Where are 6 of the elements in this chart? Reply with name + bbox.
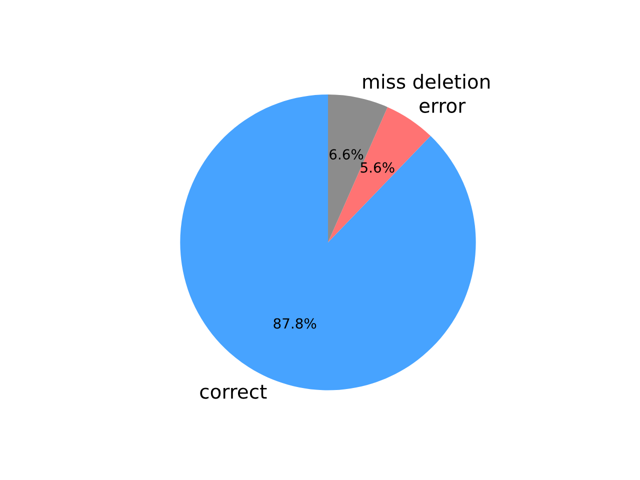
data-label: 6.6% <box>330 149 364 160</box>
slice-label: miss deletion <box>363 74 490 89</box>
data-label: 87.8% <box>274 318 316 329</box>
data-label: 5.6% <box>360 162 394 173</box>
slice-label: correct <box>200 384 267 399</box>
slice-label: error <box>420 102 466 113</box>
